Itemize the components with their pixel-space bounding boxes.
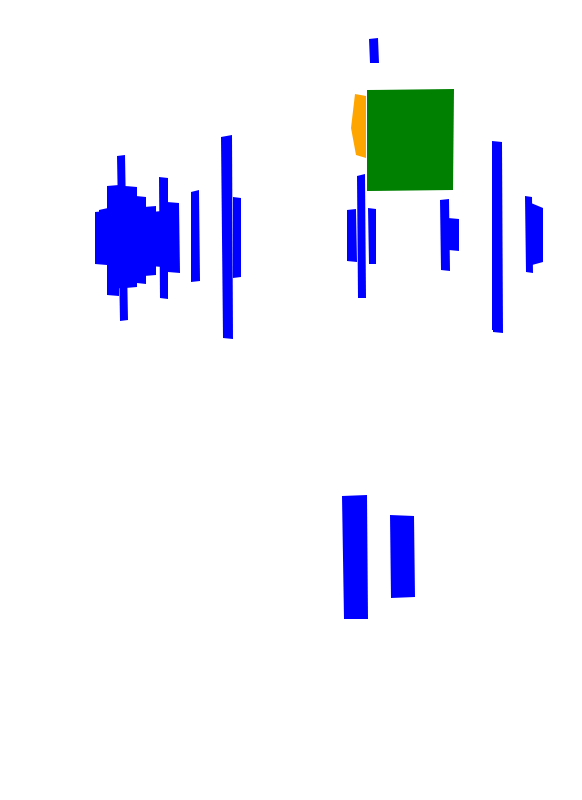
fragment-bars <box>99 142 500 330</box>
blue-bar-16 <box>368 208 376 264</box>
blue-bar-12 <box>233 197 241 278</box>
blue-bar-25 <box>110 203 132 289</box>
blue-bar-23 <box>390 515 415 598</box>
blue-bar-14 <box>347 209 357 262</box>
blue-bar-24 <box>99 208 108 263</box>
blue-bar-15 <box>357 174 366 298</box>
orange-blob <box>351 94 366 158</box>
blue-bar-13 <box>369 38 379 63</box>
blue-bar-20 <box>525 196 533 273</box>
blue-bar-5 <box>136 196 146 284</box>
blue-bar-17 <box>440 199 450 271</box>
blue-bar-21 <box>531 203 543 265</box>
blue-bar-10 <box>191 190 200 282</box>
blue-bar-22 <box>342 495 368 619</box>
blue-bar-11 <box>221 135 233 339</box>
green-square <box>367 89 454 191</box>
blue-bar-26 <box>161 209 171 272</box>
blue-bar-18 <box>448 218 459 251</box>
blue-bar-7 <box>151 211 162 267</box>
blue-bar-27 <box>492 142 500 330</box>
lower-bar-pair <box>342 495 415 619</box>
